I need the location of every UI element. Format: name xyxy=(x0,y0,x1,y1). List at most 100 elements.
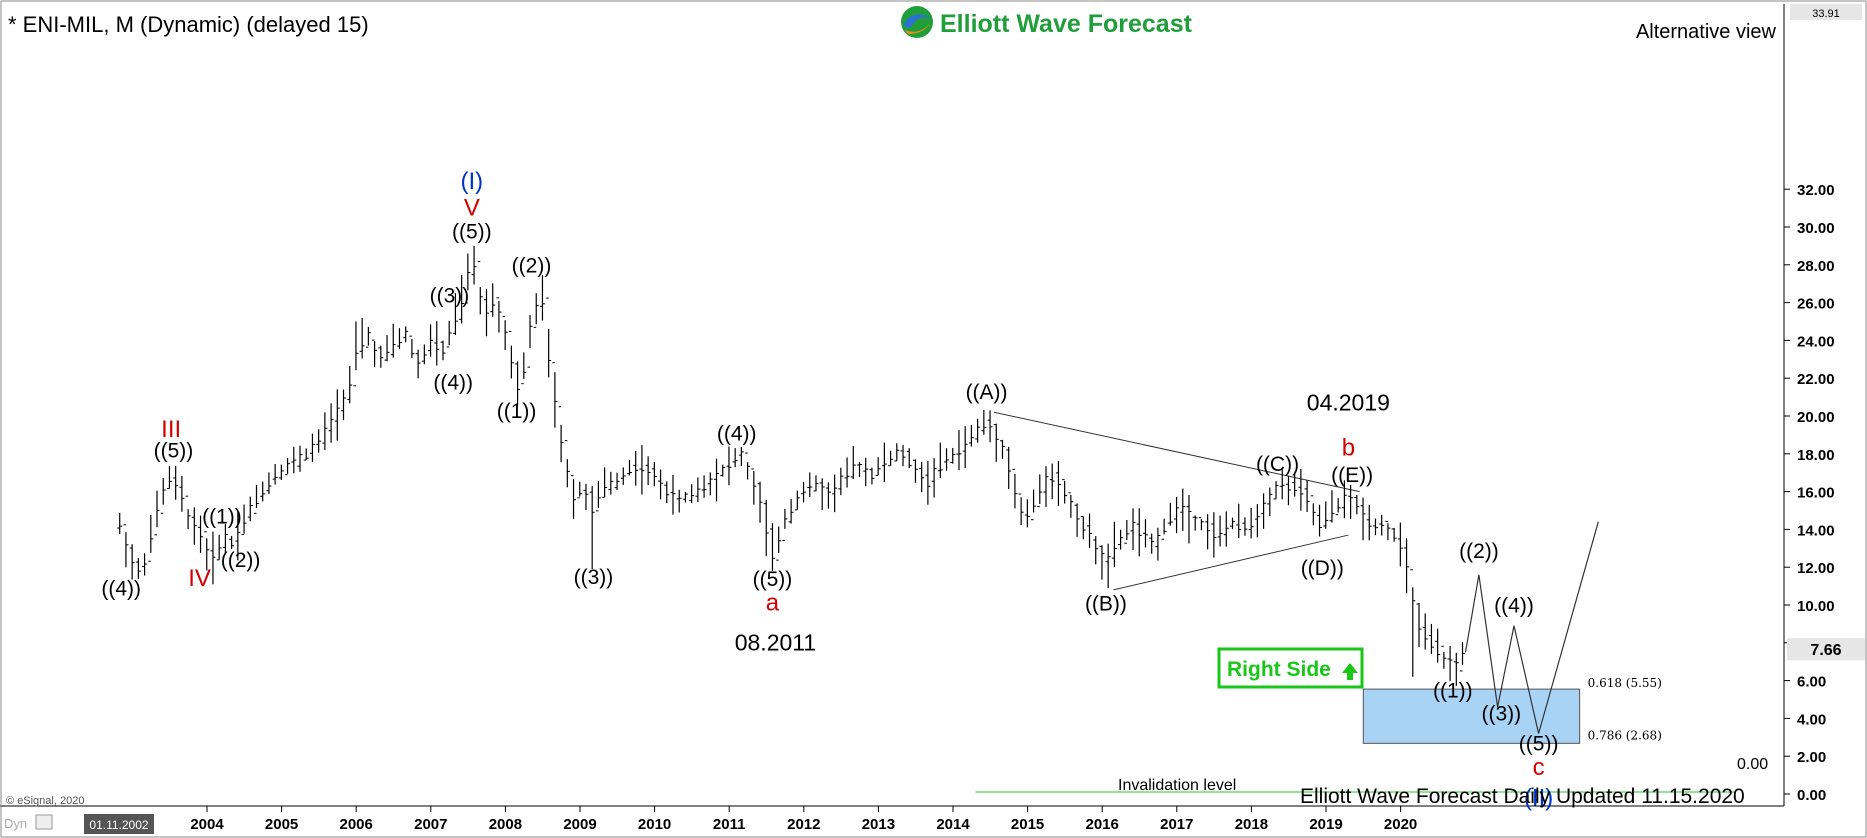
start-date-box[interactable] xyxy=(84,814,154,834)
y-tick-label: 6.00 xyxy=(1797,674,1826,691)
ohlc-bar xyxy=(260,481,266,502)
ohlc-bar xyxy=(888,450,894,467)
ohlc-bar xyxy=(198,515,204,553)
ohlc-bar xyxy=(1105,543,1111,588)
ohlc-bar xyxy=(1460,642,1466,672)
logo-icon xyxy=(901,6,933,38)
ohlc-bar xyxy=(707,472,713,496)
wave-label-I: (I) xyxy=(461,168,484,195)
wave-label-w1-2020: ((1)) xyxy=(1433,680,1473,703)
ohlc-bar xyxy=(794,490,800,511)
x-tick-label: 2018 xyxy=(1235,816,1268,833)
ohlc-bar xyxy=(185,495,191,530)
start-date-label: 01.11.2002 xyxy=(89,818,148,832)
ohlc-bar xyxy=(745,452,751,480)
wave-label-w4-2021: ((4)) xyxy=(1494,595,1534,618)
x-tick-label: 2009 xyxy=(563,816,596,833)
ohlc-bar xyxy=(962,426,968,468)
ohlc-bar xyxy=(701,475,707,498)
ohlc-bar xyxy=(981,410,987,435)
ohlc-bar xyxy=(365,326,371,348)
ohlc-bar xyxy=(658,469,664,500)
ohlc-bar xyxy=(987,410,993,443)
ohlc-bar xyxy=(788,499,794,524)
ohlc-bar xyxy=(1267,487,1273,517)
ohlc-bar xyxy=(894,443,900,462)
ohlc-bar xyxy=(1248,507,1254,539)
ohlc-bar xyxy=(801,481,807,503)
ohlc-bar xyxy=(1142,519,1148,548)
ohlc-bar xyxy=(1416,602,1422,648)
ohlc-bar xyxy=(372,339,378,368)
ohlc-bar xyxy=(1366,504,1372,541)
ohlc-bar xyxy=(589,486,595,570)
ohlc-bar xyxy=(900,444,906,467)
wave-label-wE: ((E)) xyxy=(1331,464,1373,487)
ohlc-bar xyxy=(639,445,645,495)
invalidation-label: Invalidation level xyxy=(1118,777,1236,794)
ohlc-bar xyxy=(720,464,726,477)
ohlc-bar xyxy=(1242,517,1248,536)
fib-upper-label: 0.618 (5.55) xyxy=(1588,676,1662,690)
ohlc-bar xyxy=(496,297,502,333)
wave-annotations: ((4))((5))III((1))((2))IV((3))((4))((5))… xyxy=(101,168,1558,811)
ohlc-bar xyxy=(1273,481,1279,500)
ohlc-bar xyxy=(1422,613,1428,650)
ohlc-bar xyxy=(484,289,490,337)
ohlc-bar xyxy=(1298,468,1304,511)
ohlc-bar xyxy=(303,448,309,461)
ohlc-bar xyxy=(1062,479,1068,504)
ohlc-bar xyxy=(626,459,632,476)
ohlc-bar xyxy=(583,483,589,511)
top-axis-label: 33.91 xyxy=(1812,8,1840,20)
logo-swoosh-icon xyxy=(905,22,931,34)
y-tick-label: 32.00 xyxy=(1797,182,1835,199)
ohlc-bar xyxy=(726,446,732,486)
wave-label-w3-2009: ((3)) xyxy=(574,566,614,589)
ohlc-bar xyxy=(341,389,347,421)
x-tick-label: 2008 xyxy=(489,816,522,833)
ohlc-bar xyxy=(757,481,763,523)
x-tick-label: 2017 xyxy=(1160,816,1193,833)
ohlc-bar xyxy=(490,283,496,317)
ohlc-bar xyxy=(1080,515,1086,540)
ohlc-bar xyxy=(1211,512,1217,558)
ohlc-bar xyxy=(714,458,720,502)
ohlc-bar xyxy=(682,491,688,503)
ohlc-bar xyxy=(378,345,384,368)
ohlc-bar xyxy=(925,460,931,505)
ohlc-bar xyxy=(154,490,160,536)
ohlc-bar xyxy=(863,457,869,487)
ohlc-bar xyxy=(148,515,154,562)
ohlc-bar xyxy=(782,508,788,541)
wave-label-wA: ((A)) xyxy=(966,381,1008,404)
symbol-title: * ENI-MIL, M (Dynamic) (delayed 15) xyxy=(8,12,369,37)
y-tick-label: 2.00 xyxy=(1797,749,1826,766)
ohlc-bar xyxy=(123,524,129,568)
logo: Elliott Wave Forecast xyxy=(901,6,1193,38)
ohlc-bar xyxy=(1428,623,1434,655)
ohlc-bar xyxy=(508,330,514,379)
ohlc-bar xyxy=(832,474,838,513)
ohlc-bar xyxy=(975,418,981,443)
ohlc-bar xyxy=(1397,522,1403,567)
wave-label-w2-2021: ((2)) xyxy=(1459,540,1499,563)
x-tick-label: 2012 xyxy=(787,816,820,833)
wave-label-a: a xyxy=(766,590,780,617)
projection-path xyxy=(1464,521,1599,734)
ohlc-bar xyxy=(191,507,197,545)
ohlc-bar xyxy=(316,429,322,453)
ohlc-bar xyxy=(1254,504,1260,538)
ohlc-bar xyxy=(950,447,956,464)
ohlc-bar xyxy=(620,467,626,486)
period-icon[interactable] xyxy=(35,814,53,830)
wave-label-II: (II) xyxy=(1524,784,1553,811)
ohlc-bar xyxy=(732,448,738,468)
invalidation-value-label: 0.00 xyxy=(1737,756,1768,773)
ohlc-bar xyxy=(857,462,863,478)
y-tick-label: 24.00 xyxy=(1797,333,1835,350)
y-tick-label: 18.00 xyxy=(1797,447,1835,464)
y-tick-label: 22.00 xyxy=(1797,371,1835,388)
